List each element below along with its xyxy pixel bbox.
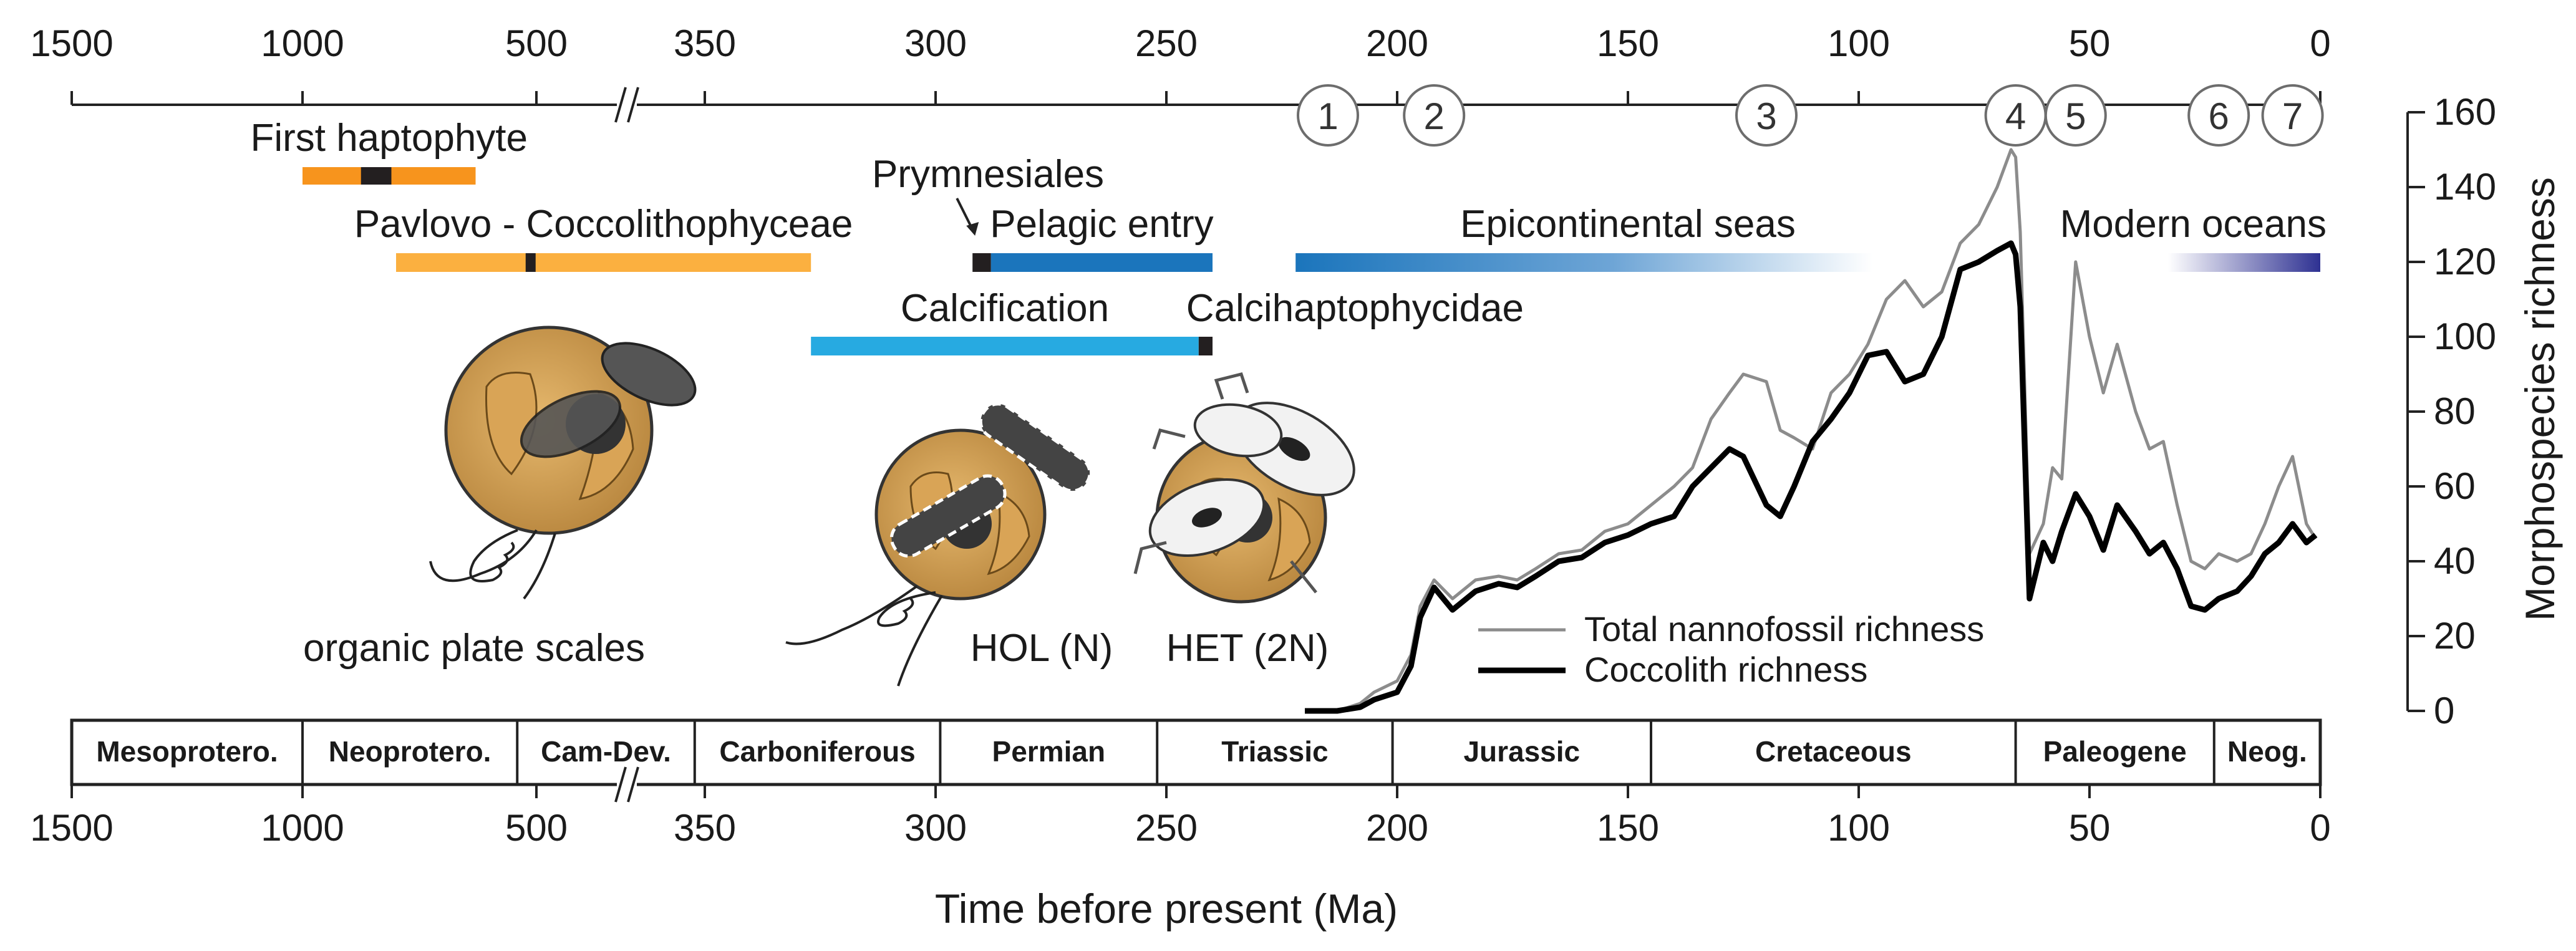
y-tick-label: 60 [2434, 465, 2476, 507]
top-time-axis: 1500 1000 500 350 300 250 200 150 100 50 0 [30, 22, 2331, 123]
bottom-tick-label: 200 [1366, 807, 1428, 849]
bar-label: Calcification [901, 287, 1109, 330]
bar-pelagic-entry [990, 253, 1213, 272]
y-tick-label: 0 [2434, 690, 2454, 731]
y-tick-label: 20 [2434, 615, 2476, 657]
y-axis: 0 20 40 60 80 100 120 140 160 [2406, 91, 2496, 731]
bottom-time-axis: 1500 1000 500 350 300 250 200 150 100 50 0 [30, 784, 2331, 849]
axis-break-mark [627, 87, 639, 123]
y-tick-label: 140 [2434, 166, 2496, 208]
event-number: 2 [1424, 95, 1445, 137]
period-jurassic: Jurassic [1463, 735, 1580, 768]
event-number: 7 [2282, 95, 2303, 137]
bar-epicontinental-seas [1295, 253, 1873, 272]
bar-label: Modern oceans [2060, 203, 2327, 246]
event-circle [1735, 84, 1798, 147]
bottom-tick-label: 100 [1828, 807, 1890, 849]
bar-marker [361, 167, 392, 185]
event-number: 1 [1317, 95, 1338, 137]
top-tick-label: 50 [2069, 22, 2111, 64]
top-tick-label: 350 [674, 22, 736, 64]
top-tick-label: 100 [1828, 22, 1890, 64]
prymnesiales-arrowhead [966, 222, 979, 236]
legend-label: Coccolith richness [1584, 650, 1867, 689]
organic-scale-cell-illustration [429, 326, 697, 600]
bar-pavlovo-coccolithophyceae [396, 253, 811, 272]
series-line-1 [1305, 240, 2318, 714]
organic-caption: organic plate scales [303, 627, 645, 670]
bottom-tick-label: 350 [674, 807, 736, 849]
event-circle [2187, 84, 2250, 147]
y-tick-label: 80 [2434, 390, 2476, 432]
heterococcolith-cell-illustration [1133, 372, 1355, 604]
bottom-tick-label: 150 [1597, 807, 1659, 849]
period-paleogene: Paleogene [2043, 735, 2187, 768]
y-tick-label: 120 [2434, 241, 2496, 282]
bottom-tick-label: 500 [505, 807, 568, 849]
y-axis-title: Morphospecies richness [2517, 177, 2563, 621]
period-neoprotero-: Neoprotero. [329, 735, 491, 768]
top-tick-label: 0 [2310, 22, 2330, 64]
event-number: 6 [2209, 95, 2229, 137]
bar-calcihaptophycidae [1198, 337, 1213, 355]
top-tick-label: 1000 [261, 22, 344, 64]
top-tick-label: 250 [1135, 22, 1198, 64]
bar-label: Pelagic entry [990, 203, 1213, 246]
axis-break-mark [627, 766, 639, 803]
top-tick-label: 150 [1597, 22, 1659, 64]
top-tick-label: 300 [904, 22, 967, 64]
geologic-period-strip: Mesoprotero. Neoprotero. Cam-Dev. Carbonife… [70, 718, 2322, 803]
hol-caption: HOL (N) [971, 627, 1113, 670]
bottom-tick-label: 0 [2310, 807, 2330, 849]
period-permian: Permian [992, 735, 1106, 768]
event-number: 3 [1756, 95, 1776, 137]
period-neog-: Neog. [2227, 735, 2307, 768]
top-tick-label: 1500 [30, 22, 113, 64]
y-tick-label: 40 [2434, 540, 2476, 582]
event-circle [1403, 84, 1466, 147]
event-circle [2044, 84, 2107, 147]
y-tick-label: 100 [2434, 316, 2496, 357]
axis-break-mark [614, 766, 627, 803]
event-circle [2261, 84, 2324, 147]
event-circle [1297, 84, 1359, 147]
bar-label: Prymnesiales [872, 153, 1104, 196]
bar-label: Calcihaptophycidae [1186, 287, 1524, 330]
richness-series [1305, 148, 2318, 714]
event-number: 5 [2065, 95, 2086, 137]
x-axis-title: Time before present (Ma) [935, 886, 1398, 932]
period-cretaceous: Cretaceous [1755, 735, 1912, 768]
top-tick-label: 500 [505, 22, 568, 64]
period-carboniferous: Carboniferous [719, 735, 915, 768]
period-mesoprotero-: Mesoprotero. [96, 735, 278, 768]
bottom-tick-label: 1000 [261, 807, 344, 849]
event-number: 4 [2005, 95, 2026, 137]
bottom-tick-label: 50 [2069, 807, 2111, 849]
het-caption: HET (2N) [1166, 627, 1329, 670]
bottom-tick-label: 250 [1135, 807, 1198, 849]
y-tick-label: 160 [2434, 91, 2496, 133]
bar-label: Epicontinental seas [1460, 203, 1796, 246]
bottom-tick-label: 1500 [30, 807, 113, 849]
bar-calcification [811, 337, 1199, 355]
period-triassic: Triassic [1221, 735, 1328, 768]
bar-modern-oceans [2167, 253, 2320, 272]
range-bars: First haptophyte Pavlovo - Coccolithophyc… [250, 117, 2327, 355]
bar-label: First haptophyte [250, 117, 528, 160]
bar-marker [525, 253, 536, 272]
series-line-0 [1305, 148, 2317, 713]
holococcolith-cell-illustration [785, 402, 1092, 687]
bar-prymnesiales [972, 253, 991, 272]
top-tick-label: 200 [1366, 22, 1428, 64]
legend-label: Total nannofossil richness [1584, 609, 1984, 649]
axis-break-mark [614, 87, 627, 123]
period-cam-dev-: Cam-Dev. [541, 735, 671, 768]
bar-label: Pavlovo - Coccolithophyceae [354, 203, 853, 246]
bottom-tick-label: 300 [904, 807, 967, 849]
